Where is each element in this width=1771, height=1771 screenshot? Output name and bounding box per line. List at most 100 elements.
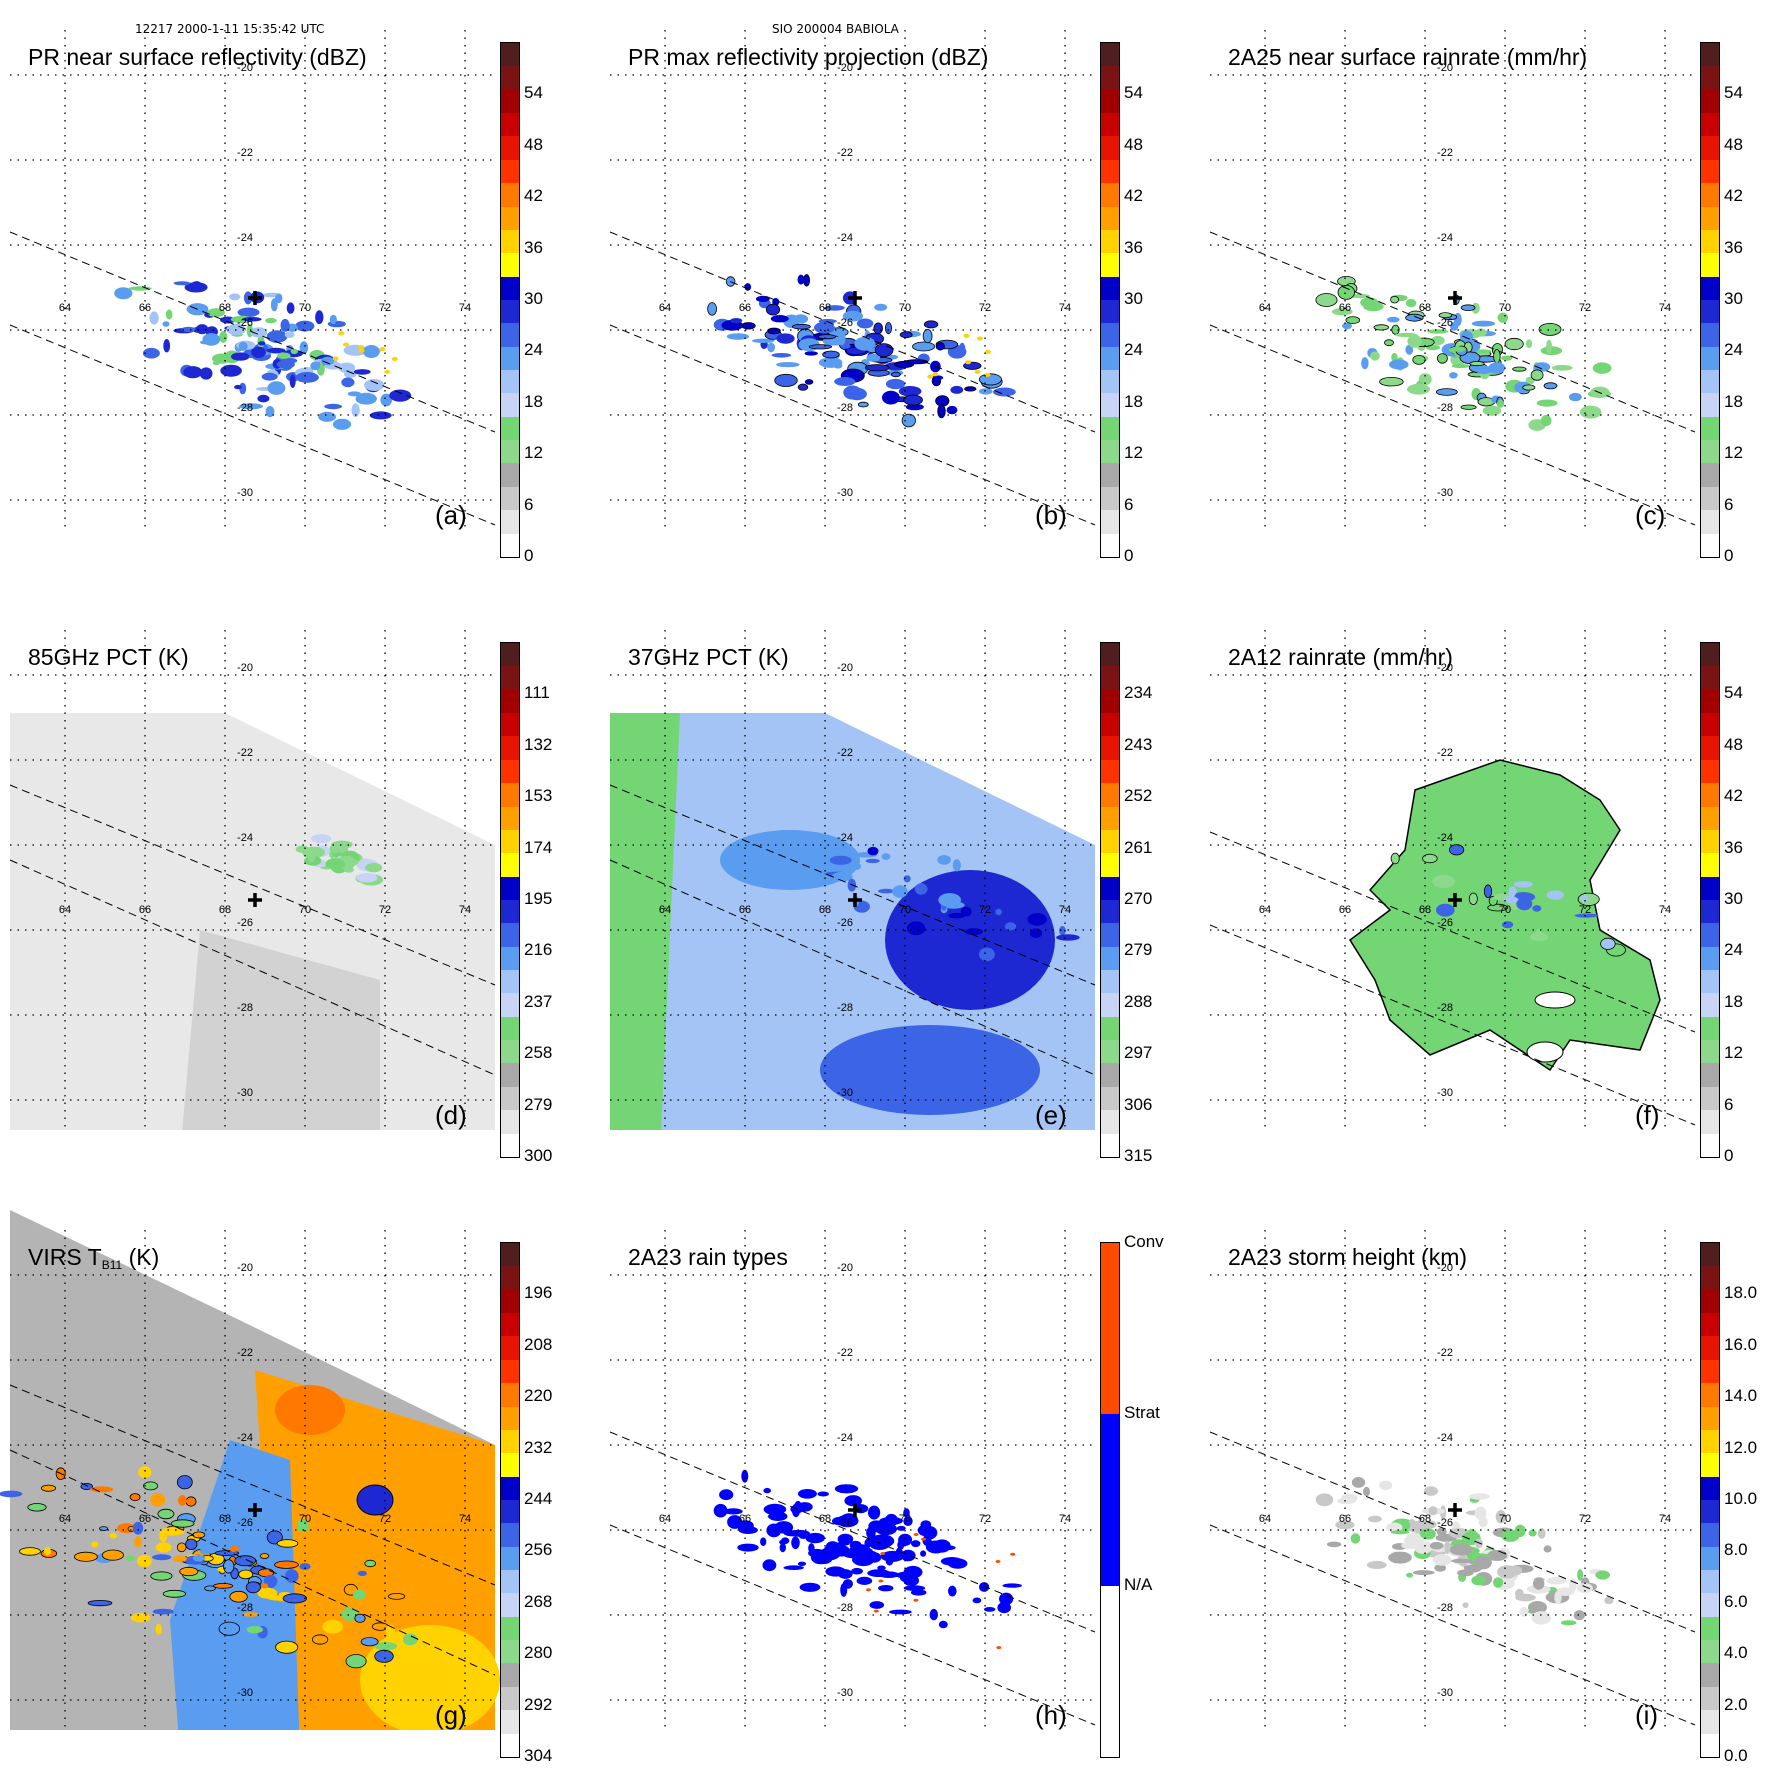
colorbar-tick-label: 30: [524, 289, 543, 308]
colorbar-segment: [1701, 876, 1719, 900]
colorbar-tick-label: 306: [1124, 1094, 1153, 1114]
colorbar-ticks: 111 132 153 174 195 216 237 258 279 300: [524, 642, 584, 1165]
lon-label: 66: [1339, 302, 1351, 314]
colorbar-segment: [1701, 736, 1719, 760]
colorbar-segment: [1701, 276, 1719, 300]
colorbar-segment: [501, 510, 519, 534]
colorbar-tick-label: 24: [1724, 340, 1743, 360]
panel-d: 64 66 68 70 72 74 -20 -22 -24 -26 -28 -30 85GHz PCT …: [0, 600, 570, 1165]
colorbar-tick-label: 232: [524, 1437, 553, 1457]
swath-edges: [1209, 231, 1696, 526]
colorbar-segment: [1101, 1243, 1119, 1415]
lat-label: -28: [1437, 1002, 1453, 1014]
lat-label: -28: [237, 1002, 253, 1014]
colorbar-tick-label: 208: [524, 1334, 553, 1354]
colorbar-segment: [1701, 89, 1719, 114]
colorbar-segment: [1101, 299, 1119, 324]
swath-edges: [9, 784, 496, 1076]
colorbar-segment: [1101, 486, 1119, 511]
colorbar-tick-label: 12: [1724, 443, 1743, 463]
colorbar-segment: [1701, 1359, 1719, 1384]
lon-label: 64: [659, 302, 671, 314]
panel-letter: (d): [435, 1100, 467, 1130]
lat-label: -24: [237, 232, 253, 244]
lat-label: -22: [237, 747, 253, 759]
colorbar-segment: [501, 853, 519, 877]
colorbar: [500, 642, 520, 1158]
lat-label: -20: [1437, 62, 1453, 74]
colorbar-segment: [501, 689, 519, 714]
lon-label: 68: [1419, 302, 1431, 314]
colorbar-segment: [501, 299, 519, 324]
panel-h: 64 66 68 70 72 74 -20 -22 -24 -26 -28 -30 2A23 rain …: [600, 1200, 1170, 1760]
colorbar-segment: [1101, 713, 1119, 737]
colorbar-segment: [1101, 89, 1119, 114]
colorbar-segment: [1701, 689, 1719, 714]
colorbar-segment: [1701, 1383, 1719, 1407]
lon-label: 66: [1339, 904, 1351, 916]
colorbar-segment: [501, 1616, 519, 1641]
colorbar-segment: [501, 829, 519, 854]
colorbar-segment: [501, 533, 519, 557]
panel-letter: (i): [1635, 1700, 1659, 1730]
lat-label: -26: [1437, 1517, 1453, 1529]
storm-center-cross-icon: [248, 291, 262, 305]
swath-edges: [609, 1431, 1096, 1726]
lat-label: -26: [237, 917, 253, 929]
colorbar-segment: [1101, 159, 1119, 184]
colorbar-segment: [1701, 1710, 1719, 1734]
colorbar-segment: [1701, 1429, 1719, 1454]
map-f: 64 66 68 70 72 74 -20 -22 -24 -26 -28 -30: [1209, 630, 1696, 1130]
colorbar-tick-label: 288: [1124, 991, 1153, 1011]
map-c: 64 66 68 70 72 74 -20 -22 -24 -26 -28 -30: [1209, 30, 1696, 530]
colorbar: [1700, 1242, 1720, 1758]
data-field-g: [0, 1466, 418, 1669]
colorbar-tick-label: 42: [1724, 186, 1743, 206]
storm-center-cross-icon: [848, 1503, 862, 1517]
lon-label: 68: [219, 1513, 231, 1525]
colorbar-segment: [501, 1523, 519, 1547]
colorbar-segment: [1701, 416, 1719, 441]
lat-label: -30: [1437, 487, 1453, 499]
data-field-b: [707, 274, 1016, 428]
colorbar-tick-label: 216: [524, 940, 553, 960]
title-subscript: B11: [101, 1258, 123, 1272]
colorbar-segment: [1701, 183, 1719, 207]
colorbar-segment: [501, 946, 519, 971]
lat-label: -22: [1437, 1347, 1453, 1359]
colorbar-segment: [501, 1016, 519, 1041]
colorbar-tick-label: 279: [524, 1094, 553, 1114]
lon-label: 74: [459, 904, 471, 916]
colorbar-segment: [501, 1040, 519, 1064]
colorbar-tick-label: 48: [524, 134, 543, 154]
lon-label: 64: [1259, 904, 1271, 916]
lat-label: -28: [237, 402, 253, 414]
colorbar-segment: [501, 970, 519, 994]
colorbar-segment: [1101, 1133, 1119, 1157]
colorbar-tick-label: 6.0: [1724, 1591, 1748, 1611]
colorbar-tick-label: 36: [1724, 837, 1743, 857]
lon-label: 66: [1339, 1513, 1351, 1525]
colorbar-segment: [501, 1476, 519, 1500]
lon-label: 66: [139, 1513, 151, 1525]
colorbar-segment: [501, 876, 519, 900]
lon-label: 68: [819, 302, 831, 314]
lat-label: -24: [837, 232, 853, 244]
panel-letter: (c): [1635, 500, 1666, 530]
lat-lon-grid: [1210, 1230, 1695, 1730]
lat-label: -30: [1437, 1687, 1453, 1699]
colorbar-segment: [1101, 829, 1119, 854]
colorbar-segment: [1101, 689, 1119, 714]
colorbar-tick-label: 0: [1724, 546, 1734, 565]
colorbar-tick-label: 12: [1124, 443, 1143, 463]
data-field-h: [713, 1469, 1022, 1650]
colorbar-segment: [1101, 533, 1119, 557]
colorbar-segment: [1701, 923, 1719, 947]
storm-center-cross-icon: [848, 291, 862, 305]
colorbar-segment: [1101, 853, 1119, 877]
lon-label: 68: [219, 904, 231, 916]
lon-label: 74: [1659, 1513, 1671, 1525]
lat-label: -22: [1437, 747, 1453, 759]
lat-label: -22: [1437, 147, 1453, 159]
lon-label: 64: [659, 1513, 671, 1525]
